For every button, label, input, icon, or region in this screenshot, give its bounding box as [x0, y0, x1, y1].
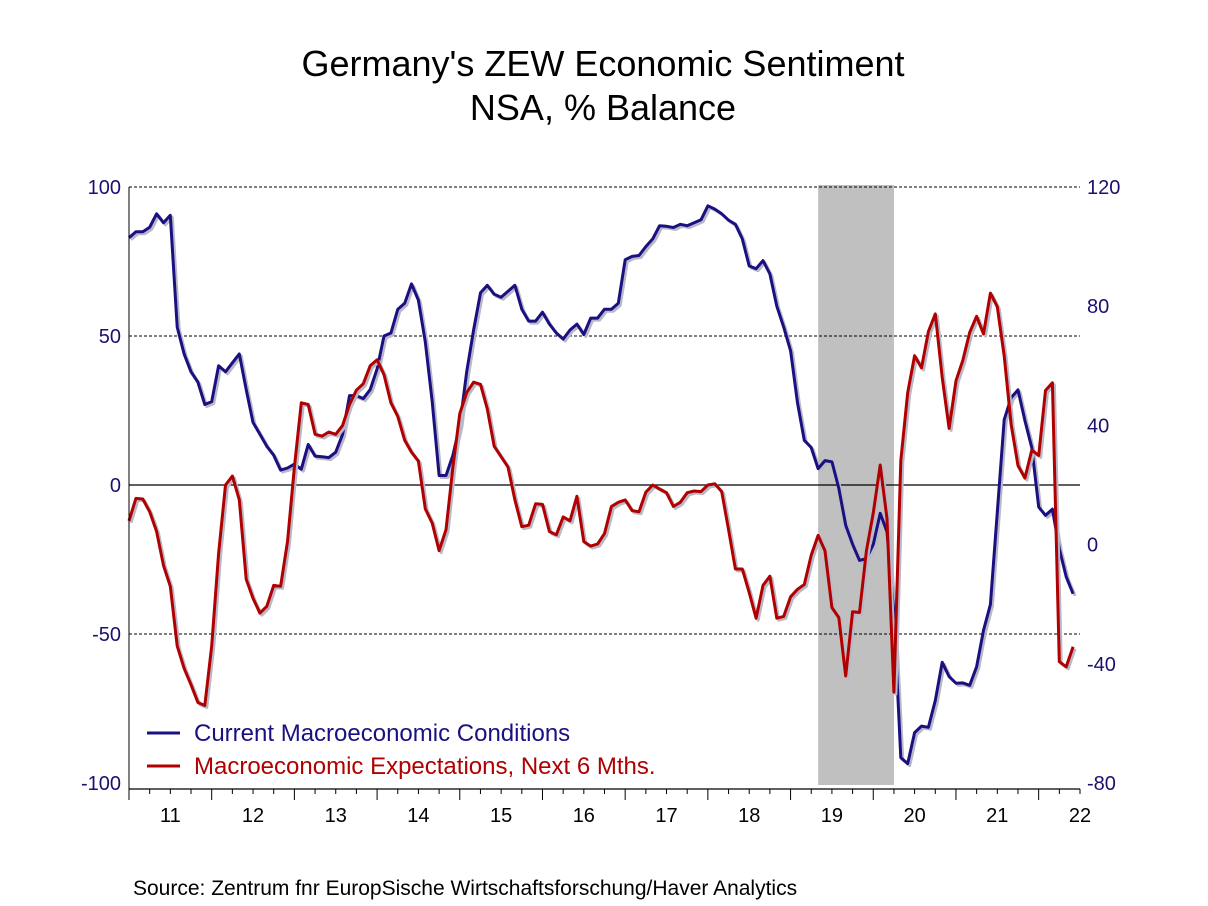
series-line-expectations [127, 291, 1075, 707]
left-axis-tick-label: 50 [99, 326, 121, 348]
legend-label-expectations: Macroeconomic Expectations, Next 6 Mths. [194, 753, 656, 780]
x-axis-tick-label: 19 [821, 805, 843, 827]
right-axis-tick-label: 40 [1087, 415, 1109, 437]
series-lines [127, 204, 1077, 768]
chart-title: Germany's ZEW Economic Sentiment [301, 43, 904, 84]
x-axis-tick-label: 17 [655, 805, 677, 827]
x-axis-tick-label: 11 [160, 805, 181, 827]
source-note: Source: Zentrum fnr EuropSische Wirtscha… [133, 877, 797, 900]
left-axis-tick-label: 100 [88, 177, 121, 199]
x-axis-tick-label: 21 [986, 805, 1008, 827]
right-axis-tick-label: 120 [1087, 177, 1120, 199]
left-axis-tick-label: -100 [81, 773, 121, 795]
x-axis-tick-label: 22 [1069, 805, 1091, 827]
x-axis-tick-label: 15 [490, 805, 512, 827]
right-axis-tick-label: 0 [1087, 535, 1098, 557]
axes: 100 50 0 -50 -100 120 80 40 0 -40 -80 11 12 13 14 15 16 1… [81, 177, 1120, 827]
left-axis-tick-label: 0 [110, 475, 121, 497]
gridlines [129, 186, 1080, 635]
series-line-current-conditions [128, 204, 1075, 766]
x-axis-tick-label: 12 [242, 805, 264, 827]
x-axis-tick-label: 20 [903, 805, 925, 827]
series-shadow-1 [129, 293, 1077, 709]
legend: Current Macroeconomic Conditions Macroec… [147, 720, 656, 780]
chart-subtitle: NSA, % Balance [470, 87, 736, 128]
x-axis-tick-label: 14 [407, 805, 429, 827]
right-axis-tick-label: 80 [1087, 296, 1109, 318]
left-axis-tick-label: -50 [92, 624, 121, 646]
x-axis-tick-label: 18 [738, 805, 760, 827]
x-axis-tick-label: 13 [325, 805, 347, 827]
legend-label-current: Current Macroeconomic Conditions [194, 720, 570, 747]
right-axis-tick-label: -80 [1087, 773, 1116, 795]
right-axis-tick-label: -40 [1087, 654, 1116, 676]
x-axis-tick-label: 16 [573, 805, 595, 827]
series-shadow-0 [130, 206, 1077, 768]
